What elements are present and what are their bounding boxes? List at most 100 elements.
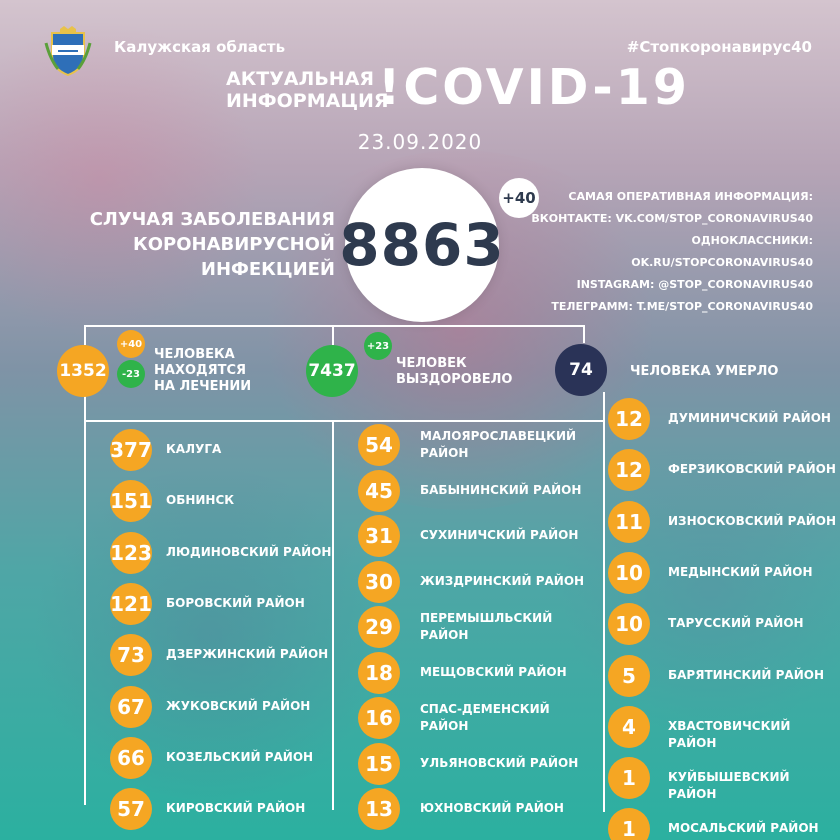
- district-name: КУЙБЫШЕВСКИЙ РАЙОН: [668, 769, 840, 803]
- total-cases-circle: 8863: [339, 168, 504, 322]
- district-name: МАЛОЯРОСЛАВЕЦКИЙ РАЙОН: [420, 428, 576, 462]
- district-name-line-1: ТАРУССКИЙ РАЙОН: [668, 616, 804, 630]
- district-name-line-2: РАЙОН: [420, 446, 469, 460]
- district-value: 73: [110, 634, 152, 676]
- district-value: 13: [358, 788, 400, 830]
- total-cases-value: 8863: [339, 211, 505, 279]
- cases-label-line-1: СЛУЧАЯ ЗАБОЛЕВАНИЯ: [89, 209, 335, 230]
- link-telegram: ТЕЛЕГРАММ: T.ME/STOP_CORONAVIRUS40: [551, 300, 813, 313]
- connector-line: [603, 392, 605, 812]
- district-name-line-2: РАЙОН: [420, 719, 469, 733]
- district-name: СПАС-ДЕМЕНСКИЙ РАЙОН: [420, 701, 550, 735]
- virus-background: [0, 20, 260, 340]
- district-value: 11: [608, 501, 650, 543]
- district-name-line-1: МЕДЫНСКИЙ РАЙОН: [668, 565, 813, 579]
- district-name: СУХИНИЧСКИЙ РАЙОН: [420, 527, 578, 544]
- district-value: 1: [608, 808, 650, 840]
- district-name-line-1: КУЙБЫШЕВСКИЙ РАЙОН: [668, 770, 790, 801]
- links-heading: САМАЯ ОПЕРАТИВНАЯ ИНФОРМАЦИЯ:: [568, 190, 813, 203]
- district-value: 377: [110, 429, 152, 471]
- district-name: МЕЩОВСКИЙ РАЙОН: [420, 664, 567, 681]
- district-value: 29: [358, 606, 400, 648]
- district-value: 4: [608, 706, 650, 748]
- district-value: 18: [358, 652, 400, 694]
- title-small-line-2: ИНФОРМАЦИЯ: [226, 90, 389, 112]
- district-name-line-1: КАЛУГА: [166, 442, 222, 456]
- treatment-label: ЧЕЛОВЕКА НАХОДЯТСЯ НА ЛЕЧЕНИИ: [154, 347, 251, 395]
- recovered-label: ЧЕЛОВЕК ВЫЗДОРОВЕЛО: [396, 356, 512, 388]
- district-value: 12: [608, 449, 650, 491]
- district-name: БОРОВСКИЙ РАЙОН: [166, 595, 305, 612]
- district-name-line-2: РАЙОН: [420, 628, 469, 642]
- district-name-line-1: ПЕРЕМЫШЛЬСКИЙ: [420, 611, 553, 625]
- district-name-line-1: ЮХНОВСКИЙ РАЙОН: [420, 801, 564, 815]
- district-value: 123: [110, 532, 152, 574]
- district-name-line-1: СУХИНИЧСКИЙ РАЙОН: [420, 528, 579, 542]
- district-name-line-1: ХВАСТОВИЧСКИЙ РАЙОН: [668, 719, 791, 750]
- district-name-line-1: БАРЯТИНСКИЙ РАЙОН: [668, 668, 824, 682]
- died-label: ЧЕЛОВЕКА УМЕРЛО: [630, 364, 779, 379]
- district-name: КОЗЕЛЬСКИЙ РАЙОН: [166, 749, 313, 766]
- district-name: ОБНИНСК: [166, 492, 234, 509]
- treatment-label-line-3: НА ЛЕЧЕНИИ: [154, 379, 252, 394]
- district-value: 5: [608, 655, 650, 697]
- district-name-line-1: ОБНИНСК: [166, 493, 235, 507]
- treatment-plus-badge: +40: [117, 330, 145, 358]
- report-date: 23.09.2020: [357, 130, 483, 154]
- treatment-value: 1352: [57, 345, 109, 397]
- district-value: 54: [358, 424, 400, 466]
- district-value: 10: [608, 603, 650, 645]
- connector-line: [332, 325, 334, 345]
- cases-label-line-2: КОРОНАВИРУСНОЙ ИНФЕКЦИЕЙ: [133, 234, 335, 280]
- district-name: КАЛУГА: [166, 441, 221, 458]
- title-small: АКТУАЛЬНАЯ ИНФОРМАЦИЯ: [226, 68, 389, 112]
- cases-delta-badge: +40: [499, 178, 539, 218]
- district-name-line-1: СПАС-ДЕМЕНСКИЙ: [420, 702, 550, 716]
- district-name-line-1: ЖУКОВСКИЙ РАЙОН: [166, 699, 311, 713]
- district-value: 57: [110, 788, 152, 830]
- connector-line: [583, 325, 585, 343]
- district-name: ДУМИНИЧСКИЙ РАЙОН: [668, 410, 831, 427]
- title-small-line-1: АКТУАЛЬНАЯ: [226, 68, 375, 90]
- page-title: !COVID-19: [378, 59, 690, 116]
- district-name-line-1: БАБЫНИНСКИЙ РАЙОН: [420, 483, 582, 497]
- district-name: ЮХНОВСКИЙ РАЙОН: [420, 800, 564, 817]
- district-value: 10: [608, 552, 650, 594]
- district-name: ЖИЗДРИНСКИЙ РАЙОН: [420, 573, 584, 590]
- district-value: 151: [110, 480, 152, 522]
- district-value: 121: [110, 583, 152, 625]
- connector-line: [84, 325, 86, 345]
- district-value: 12: [608, 398, 650, 440]
- link-ok: ОДНОКЛАССНИКИ: OK.RU/STOPCORONAVIRUS40: [631, 234, 813, 269]
- district-value: 66: [110, 737, 152, 779]
- district-name-line-1: КИРОВСКИЙ РАЙОН: [166, 801, 306, 815]
- district-name-line-1: КОЗЕЛЬСКИЙ РАЙОН: [166, 750, 314, 764]
- cases-label: СЛУЧАЯ ЗАБОЛЕВАНИЯ КОРОНАВИРУСНОЙ ИНФЕКЦ…: [20, 207, 335, 282]
- district-name: БАРЯТИНСКИЙ РАЙОН: [668, 667, 824, 684]
- district-name-line-1: ЖИЗДРИНСКИЙ РАЙОН: [420, 574, 585, 588]
- district-value: 15: [358, 743, 400, 785]
- died-value: 74: [555, 344, 607, 396]
- virus-background: [20, 470, 400, 800]
- district-name: ХВАСТОВИЧСКИЙ РАЙОН: [668, 718, 840, 752]
- district-name: БАБЫНИНСКИЙ РАЙОН: [420, 482, 581, 499]
- coat-of-arms-icon: [44, 26, 92, 77]
- recovered-label-line-1: ЧЕЛОВЕК: [396, 356, 467, 371]
- district-name: УЛЬЯНОВСКИЙ РАЙОН: [420, 755, 578, 772]
- district-name: КИРОВСКИЙ РАЙОН: [166, 800, 305, 817]
- recovered-value: 7437: [306, 345, 358, 397]
- connector-line: [84, 325, 584, 327]
- district-name: ДЗЕРЖИНСКИЙ РАЙОН: [166, 646, 328, 663]
- treatment-label-line-2: НАХОДЯТСЯ: [154, 363, 247, 378]
- recovered-label-line-2: ВЫЗДОРОВЕЛО: [396, 372, 513, 387]
- district-name: ЖУКОВСКИЙ РАЙОН: [166, 698, 310, 715]
- district-name: ЛЮДИНОВСКИЙ РАЙОН: [166, 544, 331, 561]
- district-value: 30: [358, 561, 400, 603]
- district-name-line-1: ДУМИНИЧСКИЙ РАЙОН: [668, 411, 831, 425]
- district-name-line-1: ИЗНОСКОВСКИЙ РАЙОН: [668, 514, 837, 528]
- district-value: 67: [110, 686, 152, 728]
- connector-line: [84, 395, 86, 805]
- region-name: Калужская область: [114, 38, 286, 56]
- treatment-minus-badge: -23: [117, 360, 145, 388]
